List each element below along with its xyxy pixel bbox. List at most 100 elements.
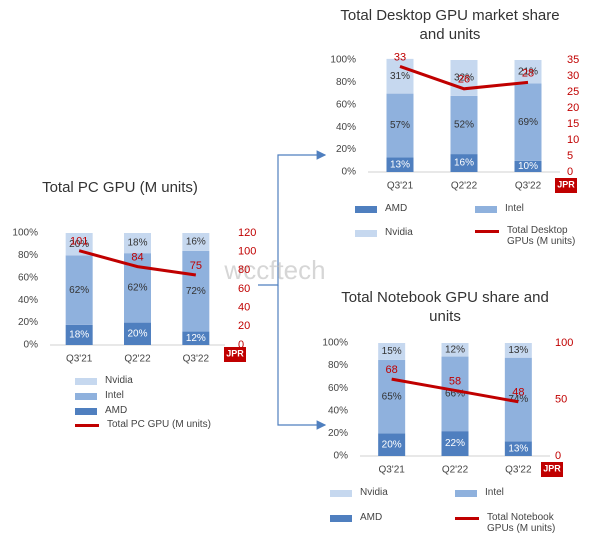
y2-tick-label: 50 <box>555 393 567 405</box>
bar-value-label: 18% <box>127 238 147 249</box>
legend-label: Intel <box>505 203 524 214</box>
legend-label: AMD <box>105 405 128 416</box>
bar-value-label: 62% <box>127 283 147 294</box>
bar-value-label: 16% <box>454 158 474 169</box>
legend-label: Nvidia <box>385 227 413 238</box>
logo: JPR JPR JPR <box>224 178 577 477</box>
legend-item: Total PC GPU (M units) <box>75 419 225 430</box>
y2-tick-label: 60 <box>238 283 250 295</box>
legend-item: AMD <box>75 405 225 416</box>
y-tick-label: 0% <box>334 451 349 462</box>
logo-box <box>555 178 577 193</box>
bar-segment <box>450 95 478 155</box>
y2-tick-label: 25 <box>567 86 579 98</box>
bar-value-label: 13% <box>508 443 528 454</box>
y2-tick-label: 10 <box>567 134 579 146</box>
legend-label: Intel <box>105 390 124 401</box>
bar-segment <box>504 343 532 358</box>
legend-swatch <box>355 206 377 213</box>
x-tick-label: Q2'22 <box>124 354 151 365</box>
bar-segment <box>441 431 469 456</box>
x-tick-label: Q2'22 <box>442 465 469 476</box>
bar-segment <box>386 58 414 94</box>
legend-label: AMD <box>385 203 408 214</box>
arrow-notebook <box>277 285 327 430</box>
legend-item: Nvidia <box>330 487 445 498</box>
bar-segment <box>378 359 406 434</box>
bar-segment <box>386 93 414 158</box>
x-tick-label: Q3'22 <box>505 465 532 476</box>
watermark: wccftech <box>223 255 325 285</box>
y2-tick-label: 20 <box>567 102 579 114</box>
x-tick-label: Q3'22 <box>515 181 542 192</box>
legend-item: Total Notebook GPUs (M units) <box>455 512 570 534</box>
total-line <box>391 377 519 404</box>
legend-item: Intel <box>455 487 570 498</box>
legend-swatch <box>455 490 477 497</box>
logo-box <box>541 462 563 477</box>
chart-title: Total Desktop GPU market share and units <box>340 7 560 43</box>
bar-segment <box>514 160 542 172</box>
bar-segment <box>514 83 542 161</box>
logo-text: JPR <box>557 179 575 189</box>
y2-tick-label: 0 <box>555 450 561 462</box>
legend-item: Intel <box>75 390 225 401</box>
y-tick-label: 40% <box>336 122 356 133</box>
y-tick-label: 100% <box>12 228 38 239</box>
x-tick-label: Q3'22 <box>183 354 210 365</box>
bar-segment <box>441 356 469 432</box>
bar-segment <box>124 233 151 254</box>
bar-segment <box>386 157 414 172</box>
bar-value-label: 13% <box>390 159 410 170</box>
x-tick-label: Q3'21 <box>387 181 414 192</box>
bar-value-label: 16% <box>186 237 206 248</box>
legend-label: AMD <box>360 512 383 523</box>
bar-value-label: 62% <box>69 285 89 296</box>
bar-segment <box>65 233 93 256</box>
bar-value-label: 31% <box>390 71 410 82</box>
y-tick-label: 60% <box>328 383 348 394</box>
bar-value-label: 15% <box>382 346 402 357</box>
line-value-label: 84 <box>131 252 143 264</box>
legend-item: Nvidia <box>75 375 225 386</box>
logo-text: JPR <box>226 348 244 358</box>
x-tick-label: Q3'21 <box>66 354 93 365</box>
y-tick-label: 0% <box>24 340 39 351</box>
y2-tick-label: 15 <box>567 118 579 130</box>
bar-value-label: 22% <box>445 438 465 449</box>
legend-swatch <box>330 490 352 497</box>
legend-label: Nvidia <box>105 375 133 386</box>
y-tick-label: 80% <box>336 77 356 88</box>
legend-swatch <box>355 230 377 237</box>
bar-value-label: 18% <box>69 330 89 341</box>
connector-arrows <box>258 150 327 430</box>
legend-label: Total PC GPU (M units) <box>107 419 211 430</box>
bar-value-label: 12% <box>186 333 206 344</box>
bar-segment <box>65 324 93 345</box>
bar-value-label: 32% <box>454 73 474 84</box>
bar-value-label: 72% <box>186 286 206 297</box>
bar-value-label: 20% <box>382 439 402 450</box>
line-value-label: 75 <box>190 260 202 272</box>
line-value-label: 33 <box>394 51 406 63</box>
bar-segment <box>378 343 406 360</box>
y-tick-label: 20% <box>336 144 356 155</box>
line-value-label: 26 <box>458 74 470 86</box>
legend-item: AMD <box>355 203 470 214</box>
bar-segment <box>514 60 542 84</box>
legend-swatch <box>455 517 479 520</box>
line-value-label: 28 <box>522 67 534 79</box>
bar-segment <box>182 250 210 332</box>
y-tick-label: 100% <box>330 55 356 66</box>
legend-swatch <box>75 408 97 415</box>
bar-value-label: 65% <box>382 391 402 402</box>
bar-value-label: 66% <box>445 388 465 399</box>
line-value-label: 68 <box>386 364 398 376</box>
legend-swatch <box>75 378 97 385</box>
bar-segment <box>504 441 532 456</box>
bar-segment <box>378 433 406 456</box>
y-tick-label: 0% <box>342 167 357 178</box>
bar-segment <box>441 343 469 357</box>
legend-label: Total Desktop GPUs (M units) <box>507 225 576 247</box>
